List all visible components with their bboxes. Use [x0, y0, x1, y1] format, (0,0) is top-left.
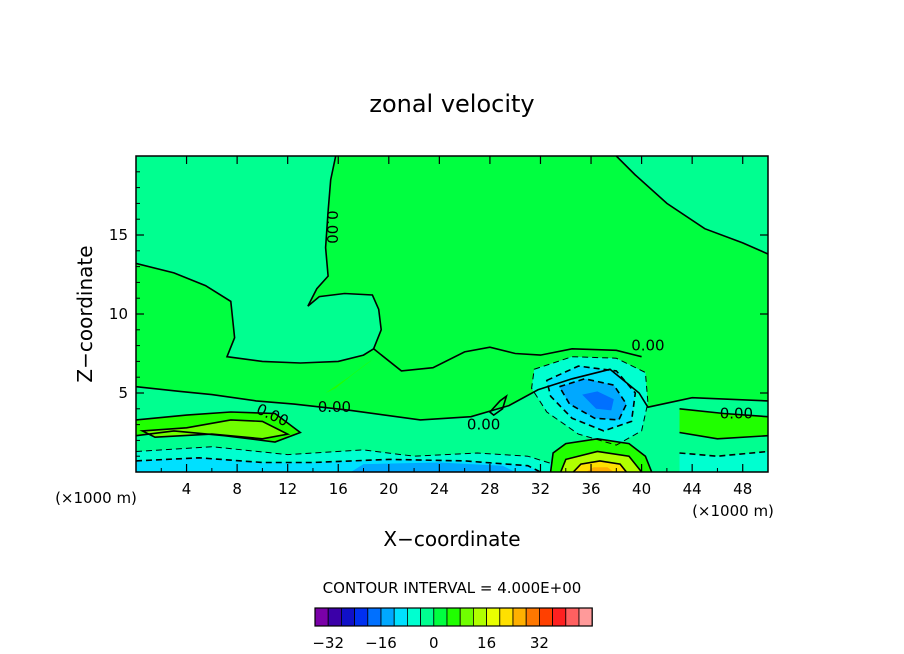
colorbar-swatch [578, 607, 593, 627]
contour-negative-mid [545, 365, 637, 432]
x-tick-label: 40 [632, 480, 651, 498]
x-unit-right: (×1000 m) [692, 502, 774, 520]
contour-zero-mid [373, 346, 642, 372]
contour-interval-text: CONTOUR INTERVAL = 4.000E+00 [323, 579, 582, 597]
x-tick-label: 16 [329, 480, 348, 498]
x-tick-label: 44 [683, 480, 702, 498]
x-axis-label: X−coordinate [383, 527, 520, 551]
x-tick-label: 36 [581, 480, 600, 498]
contour-zero-upper-right [615, 156, 768, 255]
region-positive-upper [136, 156, 768, 420]
colorbar-swatch [354, 607, 369, 627]
y-axis-ticks: 5 10 15 [109, 171, 768, 457]
colorbar-swatch [420, 607, 435, 627]
contour-field [136, 156, 768, 472]
colorbar-swatch [380, 607, 395, 627]
x-tick-label: 12 [278, 480, 297, 498]
region-jet-inner [142, 419, 288, 439]
colorbar-swatch [327, 607, 342, 627]
colorbar-frame [314, 607, 593, 627]
colorbar-swatch [314, 607, 329, 627]
region-positive-core-peak [586, 467, 614, 472]
colorbar-swatch [367, 607, 382, 627]
contour-labels: 0.000.000.000.000.000.00 [254, 210, 754, 433]
contour-label: 0.00 [318, 398, 351, 416]
contour-label-text: 0.00 [467, 416, 500, 434]
plot-area: 0.000.000.000.000.000.00 4 8 12 16 20 24 28 32 3… [109, 155, 769, 498]
contour-surface-negative-mid [136, 456, 541, 472]
colorbar-swatch [486, 607, 501, 627]
contour-small-cell [488, 394, 508, 417]
colorbar-swatch [459, 607, 474, 627]
x-tick-label: 32 [531, 480, 550, 498]
x-tick-label: 4 [182, 480, 192, 498]
y-tick-label: 10 [109, 305, 128, 323]
colorbar-tick-label: −16 [365, 634, 397, 652]
contour-right-jet-top [679, 408, 768, 418]
x-tick-label: 24 [430, 480, 449, 498]
colorbar-swatch [565, 607, 580, 627]
y-tick-label: 15 [109, 226, 128, 244]
x-tick-label: 28 [480, 480, 499, 498]
y-axis-label: Z−coordinate [73, 245, 97, 382]
contour-positive-mid [559, 450, 643, 472]
region-right-jet [679, 408, 768, 439]
colorbar-swatch [525, 607, 540, 627]
x-tick-label: 20 [379, 480, 398, 498]
colorbar-swatch [340, 607, 355, 627]
colorbar-tick-labels: −32 −16 0 16 32 [312, 634, 549, 652]
contour-zero-upper-left [136, 156, 383, 364]
contour-label-text: 0.00 [631, 337, 664, 355]
contour-label-text: 0.00 [318, 398, 351, 416]
x-unit-left: (×1000 m) [55, 489, 137, 507]
chart-title: zonal velocity [369, 90, 534, 118]
contour-label-text: 0.00 [720, 405, 753, 423]
colorbar-tick-label: 16 [477, 634, 496, 652]
contour-right-jet-bottom [679, 431, 768, 440]
colorbar-swatch [393, 607, 408, 627]
contour-label-text: 0.00 [323, 210, 341, 243]
x-tick-label: 8 [232, 480, 242, 498]
contour-surface-negative-right [679, 450, 768, 458]
colorbar-swatch [539, 607, 554, 627]
colorbar-swatch [472, 607, 487, 627]
x-axis-ticks: 4 8 12 16 20 24 28 32 36 40 44 48 [160, 156, 752, 498]
region-mid-jet [325, 359, 373, 393]
contour-negative-inner [558, 377, 628, 421]
y-tick-label: 5 [118, 384, 128, 402]
colorbar-swatch [552, 607, 567, 627]
contour-jet-outer [136, 411, 302, 443]
colorbar-swatch [446, 607, 461, 627]
contour-label: 0.00 [467, 416, 500, 434]
contour-positive-inner [572, 460, 628, 472]
contour-label: 0.00 [323, 210, 341, 243]
colorbar-swatch [499, 607, 514, 627]
contour-surface-negative [136, 446, 554, 465]
colorbar-tick-label: 32 [530, 634, 549, 652]
contour-jet-inner [139, 419, 291, 440]
contour-negative-outer [531, 356, 649, 446]
colorbar-swatch [512, 607, 527, 627]
region-surface-negative-right [679, 451, 768, 472]
region-negative-core [582, 391, 614, 411]
colorbar-tick-label: 0 [429, 634, 439, 652]
contour-label: 0.00 [720, 405, 753, 423]
contour-label: 0.00 [631, 337, 664, 355]
colorbar-swatch [433, 607, 448, 627]
colorbar-swatch [406, 607, 421, 627]
contour-positive-outer [549, 437, 653, 472]
region-surface-negative-core [350, 462, 516, 472]
colorbar [314, 607, 593, 627]
colorbar-tick-label: −32 [312, 634, 344, 652]
x-tick-label: 48 [733, 480, 752, 498]
